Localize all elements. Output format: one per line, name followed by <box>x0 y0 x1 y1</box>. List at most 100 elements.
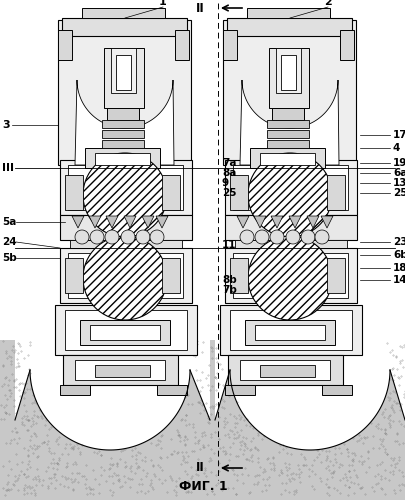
Circle shape <box>83 153 166 237</box>
Text: 4: 4 <box>392 143 399 153</box>
Text: III: III <box>2 163 14 173</box>
Circle shape <box>269 230 283 244</box>
Polygon shape <box>156 216 168 228</box>
Bar <box>230 258 247 293</box>
Bar <box>68 253 183 298</box>
Polygon shape <box>237 216 248 228</box>
Text: 13: 13 <box>392 178 405 188</box>
Circle shape <box>314 230 328 244</box>
Polygon shape <box>124 216 136 228</box>
Bar <box>234 240 346 248</box>
Text: 25: 25 <box>222 188 236 198</box>
Text: 8a: 8a <box>222 168 236 178</box>
Polygon shape <box>288 216 300 228</box>
Text: 3: 3 <box>2 120 10 130</box>
Bar <box>116 55 131 90</box>
Bar <box>65 175 83 210</box>
Bar <box>326 258 344 293</box>
Circle shape <box>136 230 149 244</box>
Bar <box>246 8 329 18</box>
Polygon shape <box>254 216 265 228</box>
Bar <box>244 320 334 345</box>
Bar <box>228 355 342 385</box>
Bar <box>275 48 300 93</box>
Bar <box>60 248 192 303</box>
Circle shape <box>83 236 166 320</box>
Bar <box>162 175 179 210</box>
Bar <box>220 305 361 355</box>
Circle shape <box>121 230 135 244</box>
Bar <box>65 258 83 293</box>
Polygon shape <box>106 216 118 228</box>
Text: 5b: 5b <box>2 253 17 263</box>
Text: 5a: 5a <box>2 217 16 227</box>
Text: 17: 17 <box>392 130 405 140</box>
Polygon shape <box>270 216 282 228</box>
Text: 14: 14 <box>392 275 405 285</box>
Polygon shape <box>142 216 153 228</box>
Bar <box>102 120 144 128</box>
Bar <box>68 165 183 210</box>
Bar <box>60 385 90 395</box>
Text: 24: 24 <box>2 237 17 247</box>
Bar <box>224 160 356 215</box>
Bar <box>224 248 356 303</box>
Bar <box>321 385 351 395</box>
Bar <box>230 310 351 350</box>
Bar <box>249 148 324 168</box>
Circle shape <box>300 230 314 244</box>
Text: 25: 25 <box>392 188 405 198</box>
Bar <box>339 30 353 60</box>
Bar <box>70 240 181 248</box>
Bar <box>82 8 164 18</box>
Text: 7b: 7b <box>222 285 236 295</box>
Text: ФИГ. 1: ФИГ. 1 <box>178 480 227 494</box>
Bar <box>60 215 192 240</box>
Circle shape <box>285 230 299 244</box>
Bar <box>58 20 190 165</box>
Polygon shape <box>15 340 209 450</box>
Bar <box>104 48 144 108</box>
Bar <box>65 310 187 350</box>
Text: 23: 23 <box>392 237 405 247</box>
Bar <box>95 153 149 165</box>
Bar <box>62 18 187 36</box>
Polygon shape <box>89 216 101 228</box>
Bar <box>230 175 247 210</box>
Text: 1: 1 <box>159 0 166 7</box>
Bar <box>254 325 324 340</box>
Circle shape <box>247 236 331 320</box>
Bar <box>222 30 237 60</box>
Bar <box>102 140 144 148</box>
Bar <box>80 320 170 345</box>
Text: 6b: 6b <box>392 250 405 260</box>
Text: II: II <box>196 2 205 15</box>
Bar <box>232 253 347 298</box>
Text: 6a: 6a <box>392 168 405 178</box>
Circle shape <box>90 230 104 244</box>
Bar <box>224 215 356 240</box>
Bar <box>90 325 160 340</box>
Bar <box>326 175 344 210</box>
Text: II: II <box>196 462 205 474</box>
Bar <box>271 108 303 120</box>
Text: 8b: 8b <box>222 275 236 285</box>
Text: 9: 9 <box>222 178 228 188</box>
Bar <box>226 18 351 36</box>
Circle shape <box>254 230 269 244</box>
Bar <box>75 360 164 380</box>
Text: 11: 11 <box>222 240 236 250</box>
Bar <box>55 305 196 355</box>
Bar <box>232 165 347 210</box>
Bar <box>280 55 295 90</box>
Text: 18: 18 <box>392 263 405 273</box>
Bar <box>259 153 314 165</box>
Bar <box>175 30 189 60</box>
Bar <box>266 130 308 138</box>
Bar <box>63 355 177 385</box>
Polygon shape <box>306 216 318 228</box>
Circle shape <box>247 153 331 237</box>
Circle shape <box>239 230 254 244</box>
Polygon shape <box>215 340 404 450</box>
Bar <box>266 140 308 148</box>
